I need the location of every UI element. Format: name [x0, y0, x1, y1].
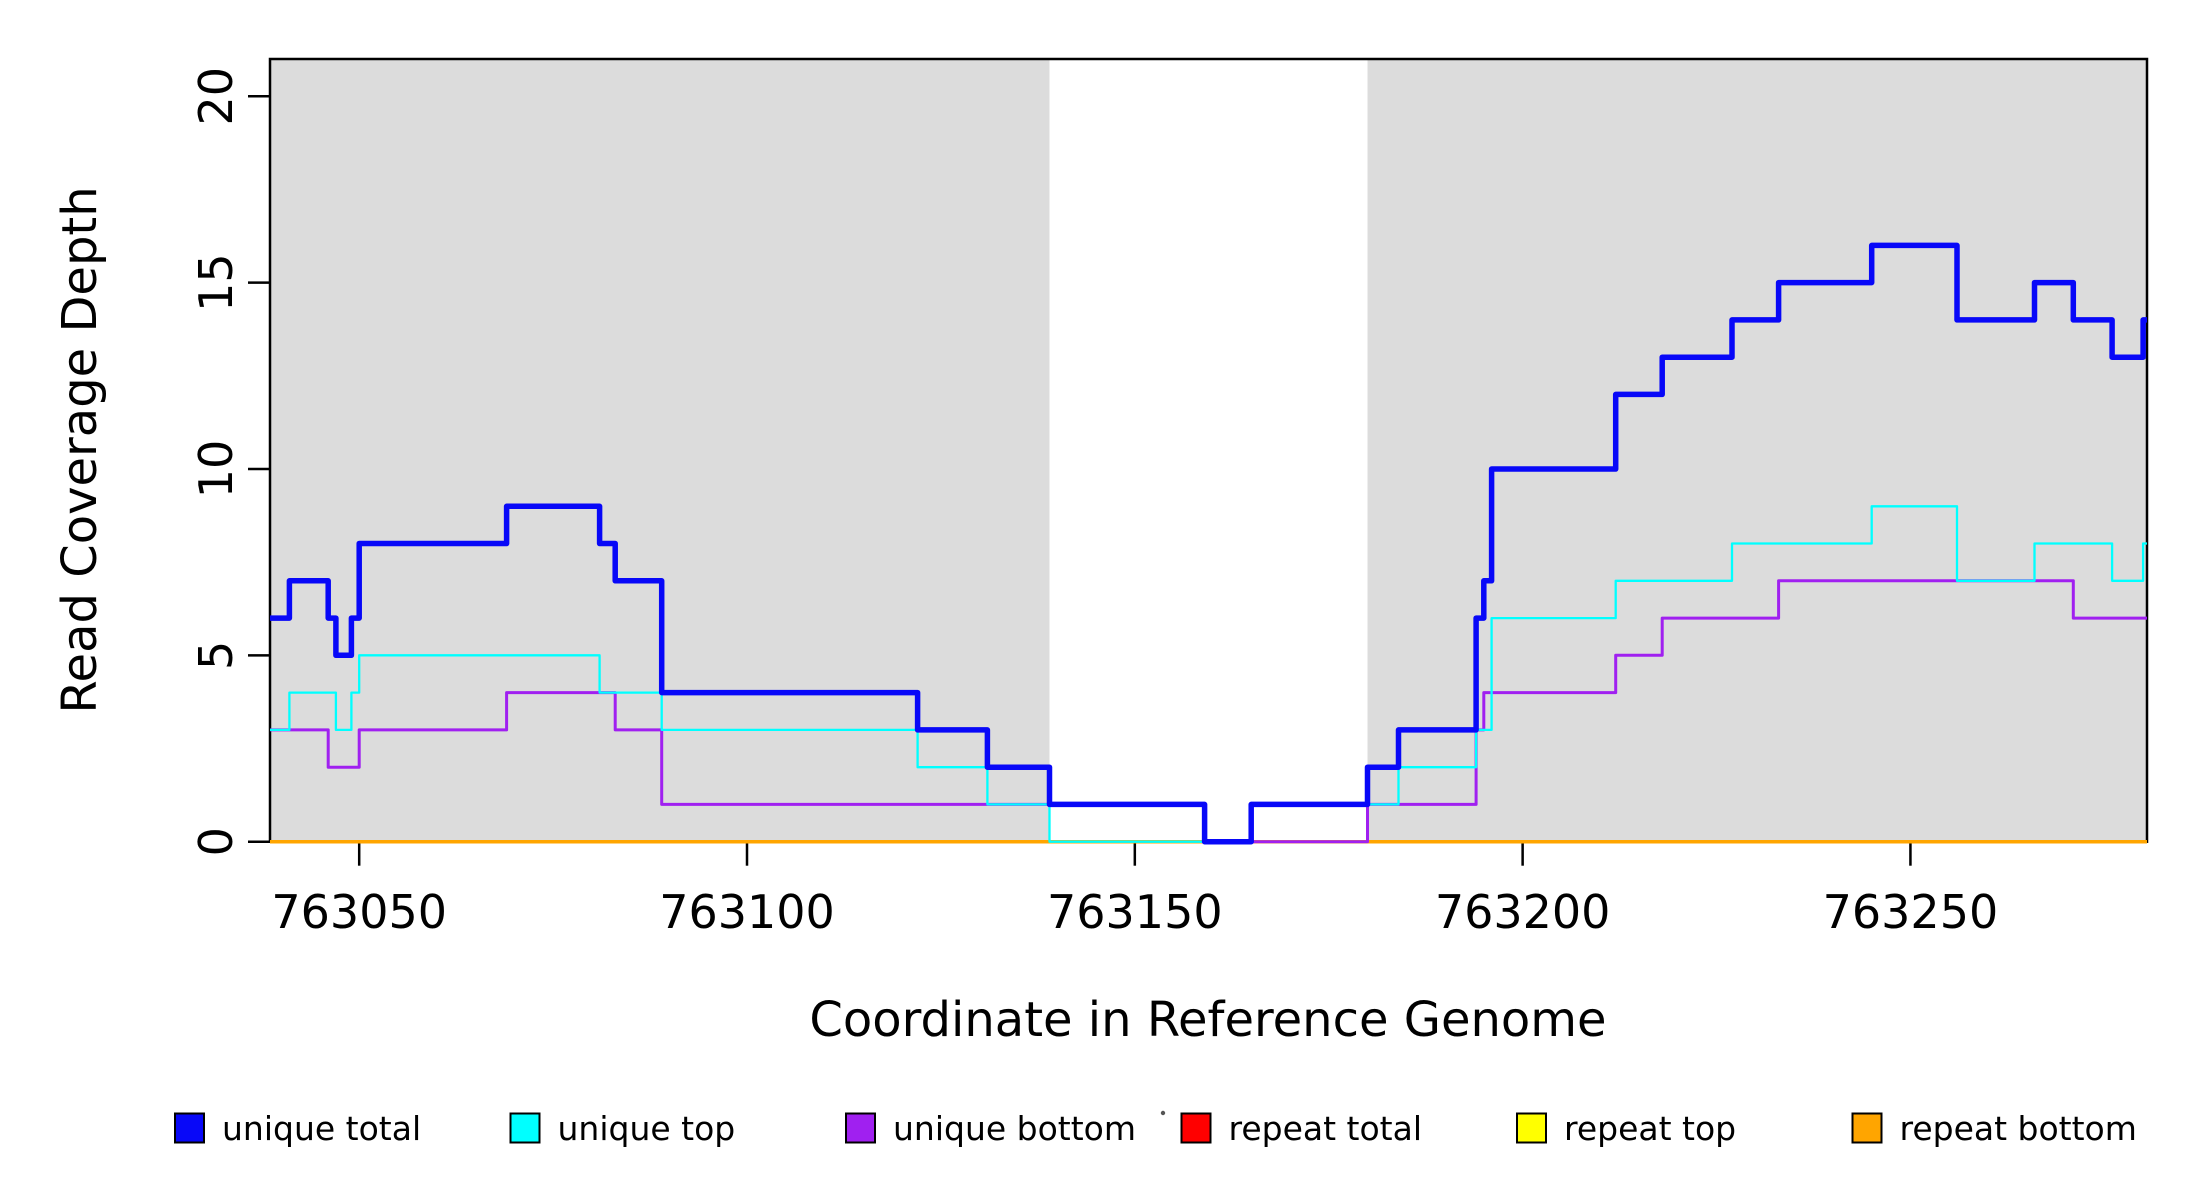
stray-dot-artifact: [1160, 1110, 1166, 1116]
legend-swatch-unique-bottom: [845, 1112, 876, 1144]
x-axis-tick-label: 763150: [1047, 885, 1223, 939]
legend-swatch-unique-top: [509, 1112, 541, 1144]
y-axis-tick-label: 10: [189, 440, 243, 499]
legend-swatch-repeat-top: [1516, 1112, 1547, 1144]
legend-label: unique total: [222, 1109, 421, 1148]
left-gray-region: [270, 59, 1050, 842]
legend-item-unique-total: unique total: [174, 1109, 421, 1148]
legend-label: repeat top: [1564, 1109, 1736, 1148]
legend-item-unique-bottom: unique bottom: [845, 1109, 1136, 1148]
x-axis-tick-label: 763250: [1823, 885, 1999, 939]
x-axis-tick-label: 763050: [271, 885, 447, 939]
legend-layer: unique total unique top unique bottom repea…: [174, 1109, 2137, 1148]
legend-item-unique-top: unique top: [509, 1109, 736, 1148]
y-axis-tick-label: 15: [189, 253, 243, 312]
legend-item-repeat-bottom: repeat bottom: [1851, 1109, 2137, 1148]
y-axis-title: Read Coverage Depth: [52, 186, 108, 713]
legend-swatch-unique-total: [174, 1112, 205, 1144]
series-line-unique-total: [270, 242, 2147, 845]
shaded-regions-layer: [270, 59, 2147, 842]
x-axis-title: Coordinate in Reference Genome: [809, 992, 1606, 1048]
right-gray-region: [1367, 59, 2147, 842]
y-axis-tick-label: 5: [189, 641, 243, 670]
legend-item-repeat-total: repeat total: [1180, 1109, 1423, 1148]
series-lines-layer: [270, 242, 2147, 845]
legend-label: repeat total: [1229, 1109, 1423, 1148]
legend-swatch-repeat-bottom: [1851, 1112, 1883, 1144]
series-line-unique-bottom: [270, 579, 2147, 844]
y-axis-tick-label: 20: [189, 67, 243, 126]
x-axis-tick-label: 763200: [1435, 885, 1611, 939]
legend-swatch-repeat-total: [1180, 1112, 1212, 1144]
legend-label: unique top: [558, 1109, 736, 1148]
legend-label: unique bottom: [893, 1109, 1136, 1148]
y-axis-tick-label: 0: [189, 827, 243, 856]
x-axis-tick-label: 763100: [659, 885, 835, 939]
legend-label: repeat bottom: [1900, 1109, 2137, 1148]
legend-item-repeat-top: repeat top: [1516, 1109, 1736, 1148]
axes-layer: 763050 763100 763150 763200 763250 0 5 10 15 20: [189, 67, 1998, 939]
